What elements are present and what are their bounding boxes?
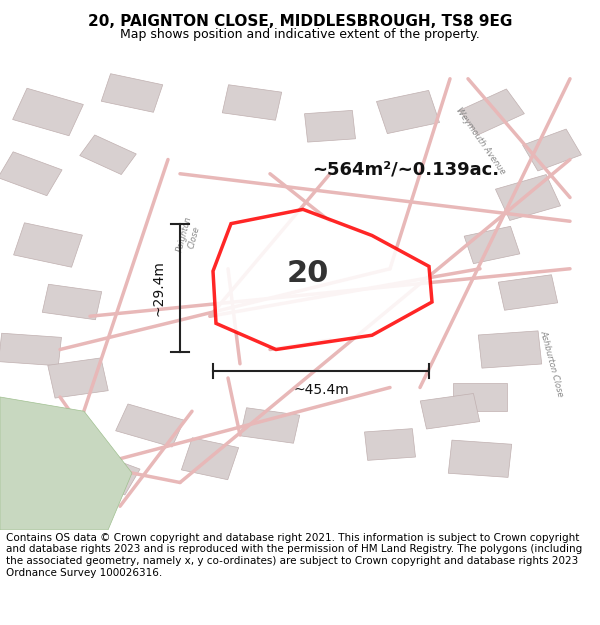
Polygon shape — [101, 74, 163, 112]
Text: Weymouth Avenue: Weymouth Avenue — [454, 106, 506, 176]
Polygon shape — [0, 152, 62, 196]
Polygon shape — [13, 88, 83, 136]
Text: ~564m²/~0.139ac.: ~564m²/~0.139ac. — [312, 160, 499, 178]
Polygon shape — [213, 209, 432, 349]
Polygon shape — [240, 408, 300, 443]
Polygon shape — [420, 394, 480, 429]
Text: 20: 20 — [286, 259, 329, 289]
Text: Contains OS data © Crown copyright and database right 2021. This information is : Contains OS data © Crown copyright and d… — [6, 533, 582, 578]
Polygon shape — [498, 275, 558, 310]
Polygon shape — [80, 135, 136, 174]
Polygon shape — [496, 174, 560, 221]
Text: ~29.4m: ~29.4m — [152, 260, 166, 316]
Polygon shape — [0, 333, 61, 366]
Polygon shape — [464, 226, 520, 264]
Polygon shape — [365, 429, 415, 461]
Polygon shape — [48, 358, 108, 398]
Polygon shape — [222, 85, 282, 120]
Polygon shape — [305, 111, 355, 142]
Polygon shape — [453, 382, 507, 411]
Polygon shape — [376, 91, 440, 134]
Polygon shape — [478, 331, 542, 368]
Text: ~45.4m: ~45.4m — [293, 383, 349, 397]
Polygon shape — [448, 440, 512, 478]
Polygon shape — [14, 222, 82, 268]
Polygon shape — [523, 129, 581, 171]
Text: Paignton
Close: Paignton Close — [175, 215, 203, 256]
Polygon shape — [181, 438, 239, 480]
Text: Map shows position and indicative extent of the property.: Map shows position and indicative extent… — [120, 28, 480, 41]
Text: 20, PAIGNTON CLOSE, MIDDLESBROUGH, TS8 9EG: 20, PAIGNTON CLOSE, MIDDLESBROUGH, TS8 9… — [88, 14, 512, 29]
Polygon shape — [42, 284, 102, 320]
Polygon shape — [460, 89, 524, 135]
Polygon shape — [116, 404, 184, 447]
Polygon shape — [76, 451, 140, 495]
Text: Ashburton Close: Ashburton Close — [539, 329, 565, 398]
Polygon shape — [0, 397, 132, 530]
